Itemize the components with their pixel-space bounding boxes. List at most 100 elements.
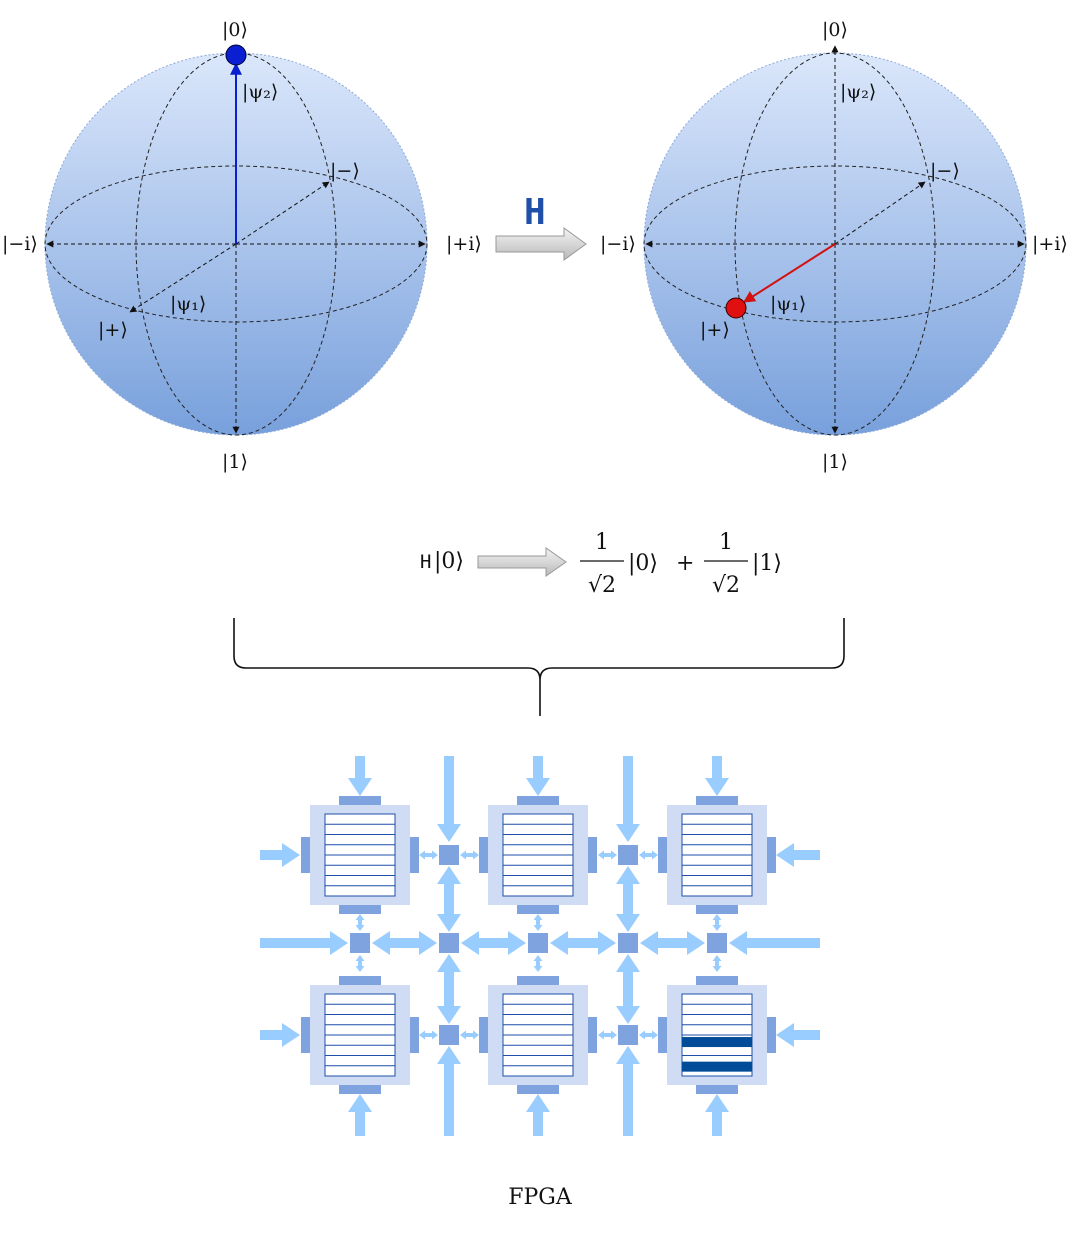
routing-arrow — [404, 931, 437, 955]
routing-arrow — [616, 756, 640, 842]
hadamard-equation: H |0⟩ 1 √2 |0⟩ + 1 √2 |1⟩ — [420, 530, 782, 598]
connector-arrow — [428, 850, 438, 860]
input-arrow — [260, 1023, 300, 1047]
connector-arrow — [355, 963, 365, 972]
connector-arrow — [533, 963, 543, 972]
switch-box — [618, 1025, 638, 1045]
routing-arrow — [616, 954, 640, 989]
lut-row-highlight — [682, 1061, 752, 1072]
block-port — [588, 1017, 597, 1053]
equation-arrow — [477, 547, 567, 577]
switch-box — [707, 933, 727, 953]
routing-arrow — [616, 1046, 640, 1136]
curly-brace — [233, 618, 845, 716]
hadamard-gate-label: H — [524, 192, 546, 233]
fraction-numerator-1: 1 — [595, 530, 609, 555]
connector-arrow — [607, 1030, 617, 1040]
ket-one-label: |1⟩ — [822, 451, 848, 473]
psi2-label: |ψ₂⟩ — [840, 81, 876, 103]
block-port — [767, 837, 776, 873]
equation-ket-one: |1⟩ — [752, 551, 782, 576]
block-port — [410, 1017, 419, 1053]
routing-arrow — [437, 1046, 461, 1136]
lut-row-highlight — [682, 1037, 752, 1048]
bloch-sphere-left — [44, 44, 428, 436]
block-port — [517, 905, 559, 914]
routing-arrow — [437, 954, 461, 989]
switch-box — [528, 933, 548, 953]
ket-plus-i-label: |+i⟩ — [446, 233, 482, 255]
input-arrow — [776, 843, 820, 867]
block-port — [339, 1085, 381, 1094]
equation-plus: + — [676, 551, 694, 576]
psi1-label: |ψ₁⟩ — [770, 293, 806, 315]
input-arrow — [526, 1094, 550, 1136]
ket-minus-i-label: |−i⟩ — [600, 233, 636, 255]
state-point-right — [725, 297, 747, 319]
routing-arrow — [583, 931, 616, 955]
equation-ket-zero: |0⟩ — [628, 551, 658, 576]
routing-arrow — [672, 931, 705, 955]
state-point-left — [225, 44, 247, 66]
routing-arrow — [437, 899, 461, 932]
block-port — [658, 837, 667, 873]
input-arrow — [348, 756, 372, 796]
block-port — [339, 905, 381, 914]
ket-plus-label: |+⟩ — [98, 319, 128, 341]
connector-arrow — [648, 850, 658, 860]
connector-arrow — [428, 1030, 438, 1040]
fraction-numerator-2: 1 — [719, 530, 733, 555]
switch-box — [350, 933, 370, 953]
input-arrow — [705, 1094, 729, 1136]
routing-arrow — [260, 931, 348, 955]
fraction-denominator-1: √2 — [588, 573, 616, 598]
block-port — [301, 1017, 310, 1053]
block-port — [339, 796, 381, 805]
routing-arrow — [437, 756, 461, 842]
routing-arrow — [550, 931, 583, 955]
routing-arrow — [640, 931, 673, 955]
block-port — [696, 976, 738, 985]
psi1-label: |ψ₁⟩ — [170, 293, 206, 315]
connector-arrow — [469, 1030, 479, 1040]
routing-arrow — [493, 931, 526, 955]
ket-plus-i-label: |+i⟩ — [1032, 233, 1068, 255]
connector-arrow — [460, 850, 470, 860]
switch-box — [439, 845, 459, 865]
fpga-label: FPGA — [508, 1185, 573, 1210]
connector-arrow — [533, 922, 543, 931]
ket-minus-label: |−⟩ — [330, 160, 360, 182]
connector-arrow — [598, 1030, 608, 1040]
block-port — [767, 1017, 776, 1053]
block-port — [517, 1085, 559, 1094]
block-port — [517, 976, 559, 985]
connector-arrow — [469, 850, 479, 860]
input-arrow — [705, 756, 729, 796]
input-arrow — [260, 843, 300, 867]
connector-arrow — [607, 850, 617, 860]
connector-arrow — [598, 850, 608, 860]
routing-arrow — [616, 899, 640, 932]
block-port — [658, 1017, 667, 1053]
block-port — [696, 796, 738, 805]
routing-arrow — [729, 931, 820, 955]
connector-arrow — [533, 955, 543, 964]
ket-plus-label: |+⟩ — [700, 319, 730, 341]
routing-arrow — [437, 989, 461, 1024]
psi2-label: |ψ₂⟩ — [242, 81, 278, 103]
routing-arrow — [616, 866, 640, 899]
gate-arrow — [495, 227, 587, 261]
block-port — [517, 796, 559, 805]
ket-zero-label: |0⟩ — [222, 19, 248, 41]
routing-arrow — [437, 866, 461, 899]
bloch-sphere-right — [643, 45, 1027, 436]
connector-arrow — [712, 955, 722, 964]
fraction-denominator-2: √2 — [712, 573, 740, 598]
connector-arrow — [712, 922, 722, 931]
routing-arrow — [616, 989, 640, 1024]
block-port — [588, 837, 597, 873]
switch-box — [439, 1025, 459, 1045]
switch-box — [439, 933, 459, 953]
connector-arrow — [355, 922, 365, 931]
input-arrow — [526, 756, 550, 796]
